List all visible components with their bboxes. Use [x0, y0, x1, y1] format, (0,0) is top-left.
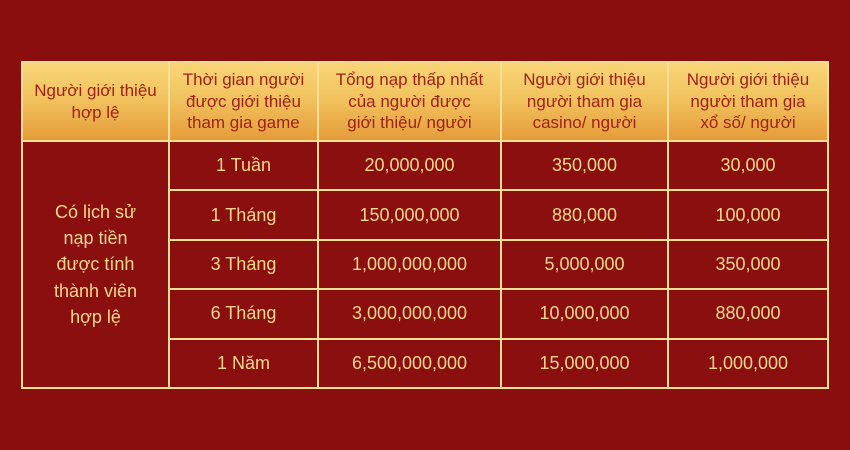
col-header-valid-referrer: Người giới thiệu hợp lệ	[21, 61, 170, 142]
min-deposit-cell: 6,500,000,000	[317, 337, 502, 390]
col-header-join-duration: Thời gian người được giới thiệu tham gia…	[168, 61, 319, 142]
table-row: 1 Năm 6,500,000,000 15,000,000 1,000,000	[22, 337, 829, 390]
table-row: 3 Tháng 1,000,000,000 5,000,000 350,000	[22, 238, 829, 291]
lottery-reward-cell: 100,000	[667, 189, 829, 241]
col-header-lottery-reward: Người giới thiệu người tham gia xổ số/ n…	[667, 61, 829, 142]
col-header-min-total-deposit: Tổng nạp thấp nhất của người được giới t…	[317, 61, 502, 142]
min-deposit-cell: 1,000,000,000	[317, 238, 502, 291]
period-cell: 1 Tuần	[168, 139, 319, 192]
table-row: 6 Tháng 3,000,000,000 10,000,000 880,000	[22, 288, 829, 340]
lottery-reward-cell: 880,000	[667, 288, 829, 340]
table-row: Có lịch sử nạp tiền được tính thành viên…	[21, 139, 829, 389]
min-deposit-cell: 3,000,000,000	[317, 288, 502, 340]
period-cell: 3 Tháng	[168, 238, 319, 291]
min-deposit-cell: 20,000,000	[317, 139, 502, 192]
period-cell: 1 Tháng	[168, 189, 319, 241]
min-deposit-cell: 150,000,000	[317, 189, 502, 241]
casino-reward-cell: 880,000	[500, 189, 669, 241]
casino-reward-cell: 350,000	[500, 139, 669, 192]
casino-reward-cell: 15,000,000	[500, 337, 669, 390]
header-row: Người giới thiệu hợp lệ Thời gian người …	[21, 61, 829, 142]
lottery-reward-cell: 350,000	[667, 238, 829, 291]
casino-reward-cell: 5,000,000	[500, 238, 669, 291]
condition-cell: Có lịch sử nạp tiền được tính thành viên…	[21, 140, 170, 389]
lottery-reward-cell: 30,000	[667, 139, 829, 192]
referral-rewards-table: Người giới thiệu hợp lệ Thời gian người …	[21, 61, 829, 390]
col-header-casino-reward: Người giới thiệu người tham gia casino/ …	[500, 61, 669, 142]
lottery-reward-cell: 1,000,000	[667, 337, 829, 390]
period-cell: 1 Năm	[168, 337, 319, 390]
casino-reward-cell: 10,000,000	[500, 288, 669, 340]
table-row: 1 Tháng 150,000,000 880,000 100,000	[22, 189, 829, 241]
period-cell: 6 Tháng	[168, 288, 319, 340]
